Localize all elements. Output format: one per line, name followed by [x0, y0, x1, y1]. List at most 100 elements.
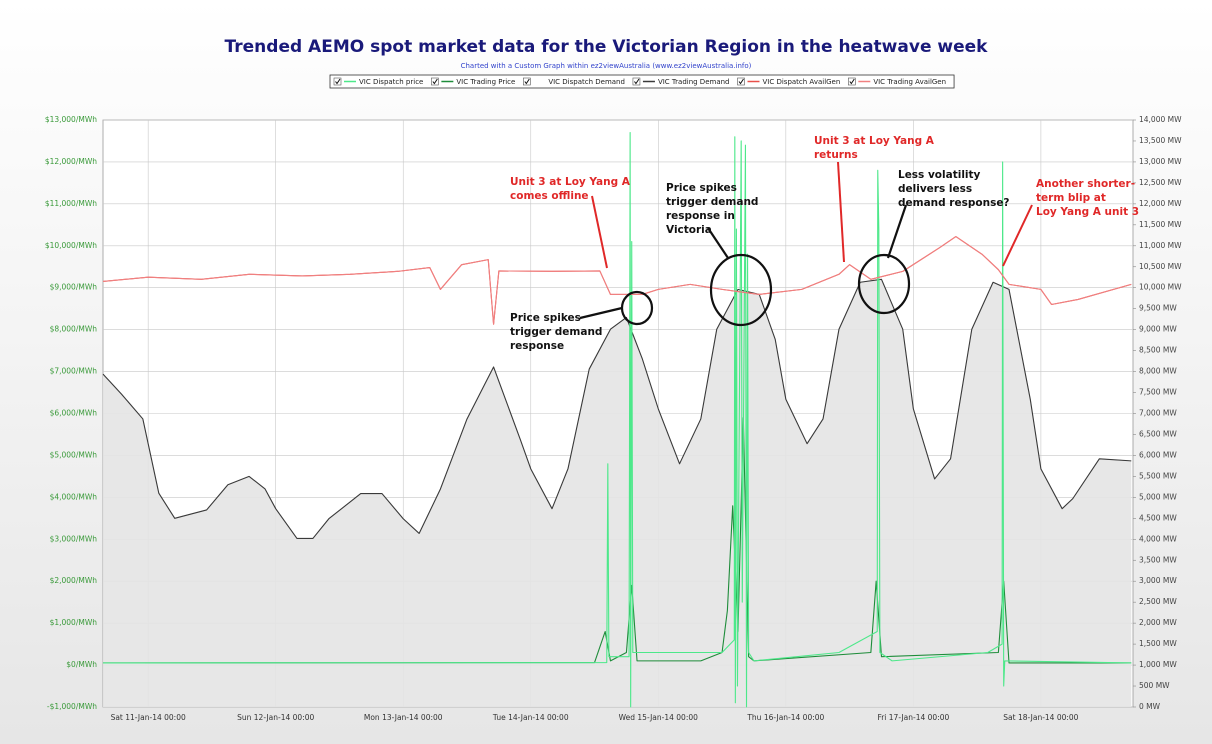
annotation: term blip at — [1036, 192, 1106, 204]
chart-title: Trended AEMO spot market data for the Vi… — [225, 37, 989, 57]
annotation: comes offline — [510, 190, 589, 202]
arrow — [707, 227, 729, 259]
annotation: Less volatility — [898, 169, 981, 181]
y2-tick-label: 500 MW — [1139, 681, 1170, 690]
y-tick-label: $13,000/MWh — [45, 115, 97, 124]
y2-tick-label: 6,500 MW — [1139, 429, 1177, 438]
legend-check — [849, 78, 855, 85]
y2-tick-label: 4,000 MW — [1139, 534, 1177, 543]
arrow — [837, 161, 845, 263]
y-tick-label: $7,000/MWh — [50, 367, 98, 376]
y2-tick-label: 8,500 MW — [1139, 346, 1177, 355]
chart-subtitle: Charted with a Custom Graph within ez2vi… — [461, 62, 752, 70]
legend-label: VIC Dispatch AvailGen — [763, 78, 841, 86]
annotation: demand response? — [898, 197, 1010, 209]
y2-tick-label: 2,500 MW — [1139, 597, 1177, 606]
arrow — [579, 306, 623, 320]
y-tick-label: $10,000/MWh — [45, 241, 97, 250]
y-tick-label: $9,000/MWh — [50, 283, 98, 292]
annotation: delivers less — [898, 183, 972, 195]
series — [102, 132, 1132, 708]
y2-tick-label: 11,500 MW — [1139, 220, 1182, 229]
annotation: trigger demand — [510, 326, 602, 338]
x-tick-label: Sun 12-Jan-14 00:00 — [237, 713, 314, 722]
y2-tick-label: 13,500 MW — [1139, 136, 1182, 145]
y2-tick-label: 11,000 MW — [1139, 241, 1182, 250]
legend-checkbox — [333, 77, 342, 86]
y-tick-label: $1,000/MWh — [50, 618, 98, 627]
y2-tick-label: 5,500 MW — [1139, 471, 1177, 480]
annotation: Another shorter- — [1036, 178, 1135, 190]
area — [103, 279, 1132, 707]
y2-tick-label: 14,000 MW — [1139, 115, 1182, 124]
y-tick-label: $12,000/MWh — [45, 157, 97, 166]
legend: VIC Dispatch price VIC Trading Price VIC D… — [329, 74, 955, 89]
legend-box — [329, 74, 955, 89]
x-tick-label: Tue 14-Jan-14 00:00 — [492, 713, 569, 722]
y2-tick-label: 10,000 MW — [1139, 283, 1182, 292]
y2-tick-label: 0 MW — [1139, 702, 1161, 711]
line — [102, 236, 1132, 325]
legend-check — [738, 78, 744, 85]
arrow — [591, 195, 608, 269]
y2-tick-label: 7,000 MW — [1139, 409, 1177, 418]
legend-label: VIC Dispatch Demand — [548, 78, 625, 86]
y2-tick-label: 13,000 MW — [1139, 157, 1182, 166]
y2-tick-label: 8,000 MW — [1139, 367, 1177, 376]
y-tick-label: $8,000/MWh — [50, 325, 98, 334]
y2-tick-label: 10,500 MW — [1139, 262, 1182, 271]
y-tick-label: $0/MWh — [66, 660, 97, 669]
y2-tick-label: 2,000 MW — [1139, 618, 1177, 627]
legend-label: VIC Trading Price — [456, 78, 515, 86]
annotation: trigger demand — [666, 196, 758, 208]
y-tick-label: $4,000/MWh — [50, 492, 98, 501]
line — [102, 132, 1132, 708]
legend-label: VIC Dispatch price — [359, 78, 423, 86]
y2-tick-label: 7,500 MW — [1139, 388, 1177, 397]
x-tick-label: Mon 13-Jan-14 00:00 — [364, 713, 443, 722]
annotation: Price spikes — [510, 312, 581, 324]
legend-label: VIC Trading AvailGen — [873, 78, 946, 86]
y2-tick-label: 4,500 MW — [1139, 513, 1177, 522]
x-tick-label: Fri 17-Jan-14 00:00 — [877, 713, 949, 722]
y2-tick-label: 9,500 MW — [1139, 304, 1177, 313]
annotation: response — [510, 340, 564, 352]
annotation: Price spikes — [666, 182, 737, 194]
y2-tick-label: 12,500 MW — [1139, 178, 1182, 187]
y-tick-label: $11,000/MWh — [45, 199, 97, 208]
annotation: Loy Yang A unit 3 — [1036, 206, 1139, 218]
highlight-circle — [620, 290, 654, 326]
y-tick-label: $6,000/MWh — [50, 409, 98, 418]
y-tick-label: $3,000/MWh — [50, 534, 98, 543]
legend-checkbox — [848, 77, 856, 86]
annotation: Victoria — [666, 224, 712, 236]
y2-tick-label: 6,000 MW — [1139, 450, 1177, 459]
x-tick-label: Sat 18-Jan-14 00:00 — [1003, 713, 1078, 722]
legend-checkbox — [632, 77, 641, 86]
legend-check — [432, 78, 438, 85]
legend-checkbox — [431, 77, 439, 86]
arrow — [1002, 204, 1033, 267]
annotations: Unit 3 at Loy Yang A comes offline Price s… — [510, 135, 1139, 352]
y-tick-label: $2,000/MWh — [50, 576, 98, 585]
highlight-circle — [709, 253, 773, 327]
y2-tick-label: 3,500 MW — [1139, 555, 1177, 564]
y2-tick-label: 3,000 MW — [1139, 576, 1177, 585]
y-tick-label: -$1,000/MWh — [47, 702, 97, 711]
line — [102, 278, 1132, 539]
arrow — [886, 204, 908, 259]
axes: -$1,000/MWh $0/MWh $1,000/MWh $2,000/MWh $3,… — [45, 115, 1182, 722]
y-tick-label: $5,000/MWh — [50, 450, 98, 459]
y2-tick-label: 1,000 MW — [1139, 660, 1177, 669]
x-tick-label: Thu 16-Jan-14 00:00 — [746, 713, 824, 722]
annotation: returns — [814, 149, 858, 161]
annotation: Unit 3 at Loy Yang A — [510, 176, 631, 188]
y2-tick-label: 5,000 MW — [1139, 492, 1177, 501]
annotation: Unit 3 at Loy Yang A — [814, 135, 935, 147]
x-tick-label: Sat 11-Jan-14 00:00 — [111, 713, 186, 722]
highlight-circle — [857, 253, 911, 315]
legend-check — [634, 78, 640, 85]
y2-tick-label: 12,000 MW — [1139, 199, 1182, 208]
legend-check — [335, 78, 341, 85]
